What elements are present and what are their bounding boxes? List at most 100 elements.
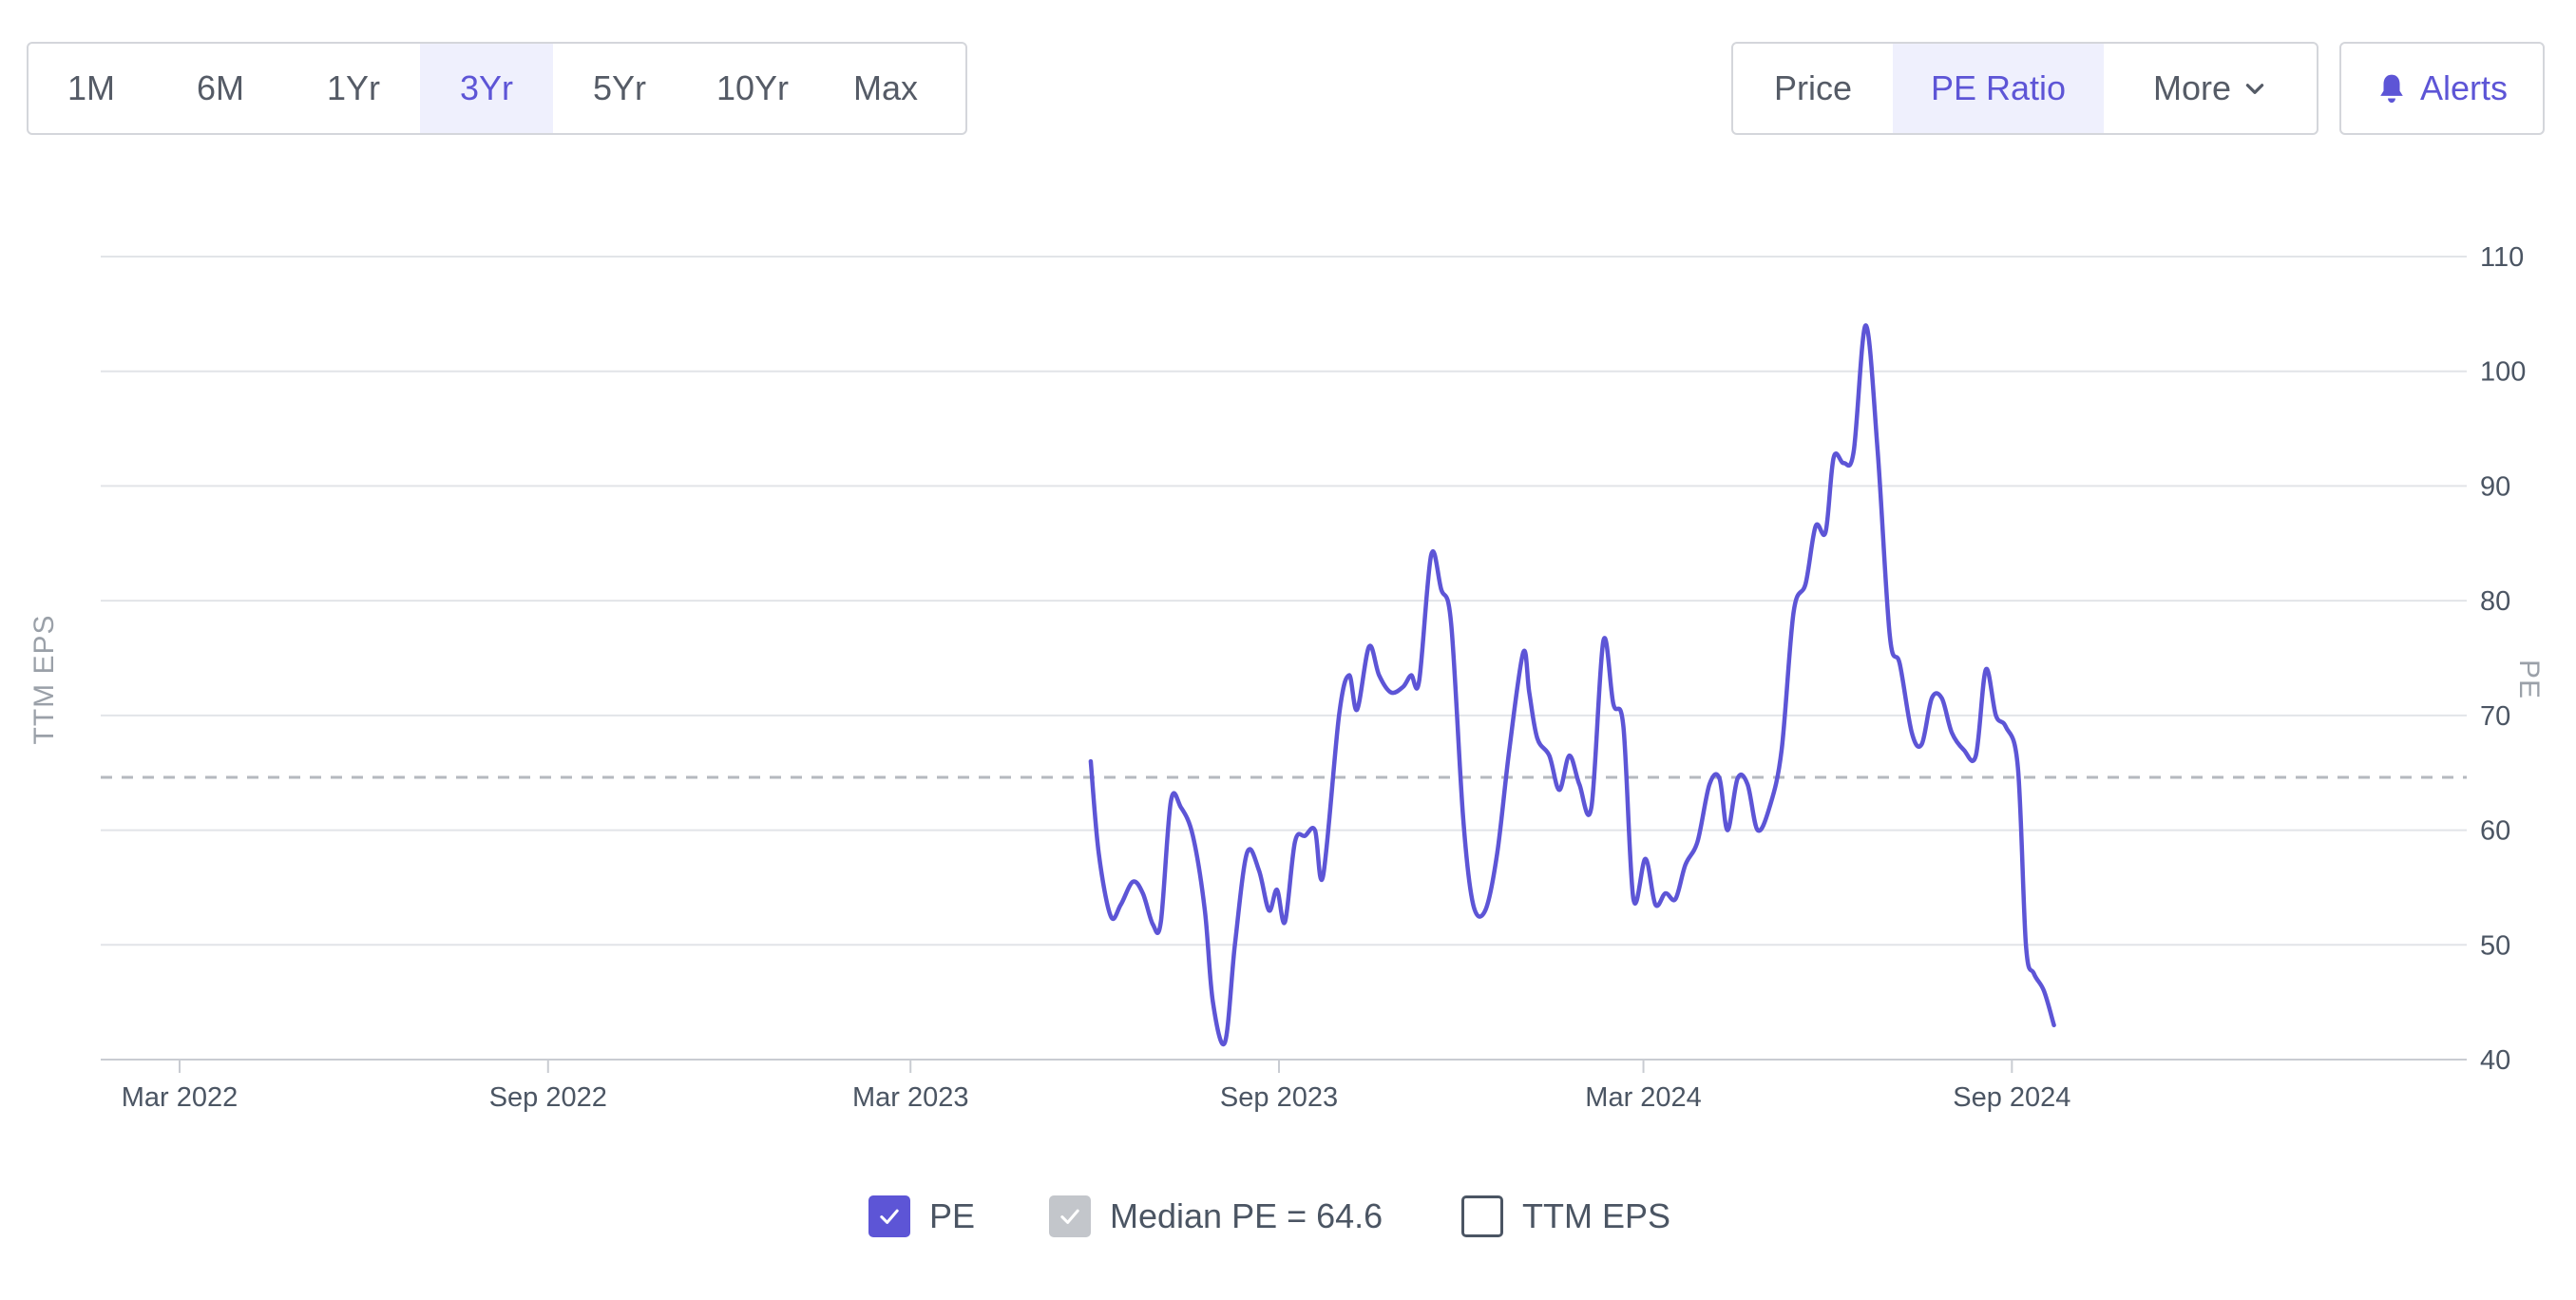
pe-data-point-90 [2032, 971, 2036, 975]
range-button-1m[interactable]: 1M [67, 68, 115, 107]
pe-data-point-35 [1449, 621, 1453, 625]
y-tick-label-90: 90 [2480, 471, 2510, 502]
legend-median-pe[interactable]: Median PE = 64.6 [1049, 1194, 1383, 1239]
x-tick-label-2: Mar 2023 [852, 1082, 969, 1113]
pe-data-point-10 [1191, 834, 1194, 838]
range-button-5yr[interactable]: 5Yr [592, 68, 647, 107]
pe-data-point-44 [1548, 754, 1552, 757]
pe-data-point-3 [1119, 903, 1123, 907]
x-tick-label-3: Sep 2023 [1220, 1082, 1338, 1113]
pe-data-point-32 [1418, 679, 1422, 683]
legend-ttm-eps[interactable]: TTM EPS [1461, 1194, 1670, 1239]
pe-data-point-36 [1461, 817, 1465, 821]
pe-data-point-50 [1612, 702, 1615, 706]
pe-data-point-41 [1521, 650, 1525, 654]
pe-data-point-15 [1245, 851, 1249, 855]
pe-data-point-74 [1863, 323, 1867, 327]
x-axis-ticks: Mar 2022 Sep 2022 Mar 2023 Sep 2023 Mar 2024… [122, 1060, 2070, 1113]
pe-data-point-77 [1898, 662, 1901, 666]
y-tick-label-60: 60 [2480, 816, 2510, 847]
range-button-10yr[interactable]: 10Yr [716, 68, 790, 107]
pe-data-point-8 [1169, 799, 1173, 803]
pe-data-point-25 [1347, 674, 1351, 678]
range-button-6m[interactable]: 6M [196, 68, 244, 107]
pe-data-point-43 [1536, 736, 1539, 740]
pe-data-point-86 [1994, 714, 1997, 717]
pe-data-point-7 [1159, 920, 1163, 924]
pe-data-point-55 [1664, 891, 1668, 895]
pe-data-point-42 [1527, 691, 1531, 695]
range-button-1yr[interactable]: 1Yr [326, 68, 381, 107]
pe-data-point-89 [2024, 943, 2028, 946]
y-axis-ticks: 40 50 60 70 80 90 100 110 [2480, 242, 2526, 1076]
pe-checkbox[interactable] [868, 1195, 910, 1237]
y-tick-label-50: 50 [2480, 930, 2510, 961]
pe-data-point-69 [1814, 525, 1818, 528]
pe-data-point-11 [1203, 908, 1207, 912]
range-button-max[interactable]: Max [852, 68, 918, 107]
pe-data-point-20 [1293, 840, 1297, 844]
pe-data-point-39 [1496, 851, 1499, 855]
bell-icon [2380, 74, 2403, 104]
pe-data-point-67 [1792, 610, 1796, 614]
x-tick-label-1: Sep 2022 [489, 1082, 607, 1113]
pe-data-point-33 [1429, 553, 1433, 557]
x-tick-label-4: Mar 2024 [1585, 1082, 1702, 1113]
left-axis-title: TTM EPS [29, 614, 60, 744]
y-tick-label-40: 40 [2480, 1045, 2510, 1076]
legend-median-pe-label: Median PE = 64.6 [1110, 1196, 1383, 1235]
range-button-3yr[interactable]: 3Yr [420, 44, 553, 133]
pe-data-point-52 [1631, 897, 1635, 901]
pe-data-point-40 [1507, 748, 1511, 752]
pe-data-point-92 [2052, 1023, 2056, 1027]
pe-data-point-58 [1695, 840, 1699, 844]
pe-data-point-75 [1876, 449, 1880, 453]
pe-data-point-70 [1823, 530, 1827, 534]
pe-data-point-23 [1321, 874, 1325, 878]
pe-data-point-34 [1440, 587, 1443, 591]
pe-data-point-81 [1940, 697, 1944, 700]
ttm-eps-checkbox[interactable] [1461, 1195, 1503, 1237]
alerts-button[interactable]: Alerts [2339, 42, 2545, 135]
pe-data-point-72 [1841, 461, 1845, 465]
pe-data-point-56 [1673, 897, 1677, 901]
view-button-pe-ratio[interactable]: PE Ratio [1893, 44, 2104, 133]
pe-data-point-79 [1919, 742, 1923, 746]
pe-data-point-66 [1780, 748, 1784, 752]
pe-data-point-87 [2004, 725, 2008, 729]
pe-data-point-45 [1557, 788, 1561, 792]
pe-data-point-30 [1402, 685, 1405, 689]
view-button-more[interactable]: More [2104, 44, 2317, 133]
pe-data-point-17 [1267, 908, 1270, 912]
pe-data-point-16 [1257, 869, 1261, 872]
pe-data-point-49 [1601, 639, 1605, 642]
pe-data-point-62 [1736, 776, 1740, 780]
x-tick-label-5: Sep 2024 [1953, 1082, 2070, 1113]
pe-data-point-21 [1303, 834, 1307, 838]
alerts-label: Alerts [2419, 68, 2509, 107]
pe-data-point-64 [1756, 829, 1760, 832]
pe-data-point-0 [1089, 759, 1093, 763]
pe-data-point-57 [1684, 863, 1688, 867]
chevron-down-icon [2245, 84, 2264, 94]
pe-data-point-27 [1367, 644, 1371, 648]
grid-lines [101, 256, 2467, 1061]
pe-data-point-48 [1590, 805, 1593, 809]
pe-data-point-6 [1151, 923, 1154, 927]
pe-data-point-12 [1211, 1001, 1214, 1004]
view-button-price[interactable]: Price [1773, 68, 1853, 107]
pe-data-point-71 [1832, 455, 1836, 459]
pe-data-point-88 [2016, 765, 2020, 769]
more-label: More [2152, 68, 2232, 107]
pe-data-point-63 [1746, 782, 1749, 786]
legend-pe[interactable]: PE [868, 1194, 975, 1239]
pe-data-point-26 [1355, 708, 1359, 712]
y-tick-label-80: 80 [2480, 586, 2510, 617]
pe-data-point-38 [1483, 908, 1487, 912]
pe-data-point-46 [1568, 754, 1572, 757]
y-tick-label-100: 100 [2480, 357, 2526, 388]
median-pe-checkbox[interactable] [1049, 1195, 1091, 1237]
pe-data-point-51 [1621, 725, 1625, 729]
pe-series-line [1088, 323, 2056, 1047]
y-tick-label-110: 110 [2480, 242, 2524, 273]
